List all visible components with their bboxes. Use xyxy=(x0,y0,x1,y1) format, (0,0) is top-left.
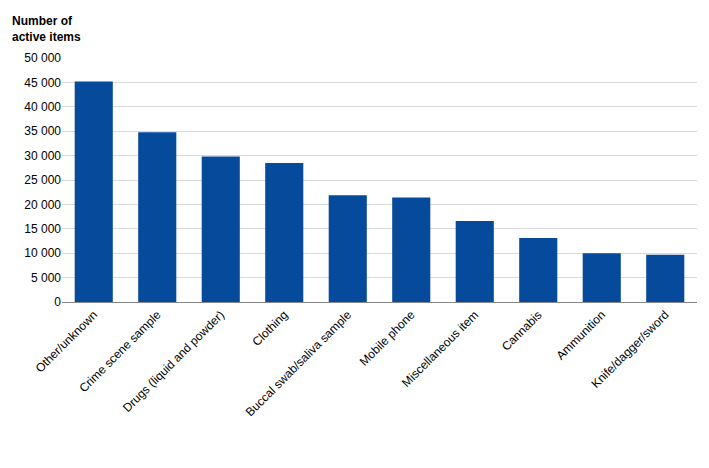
svg-text:Miscellaneous item: Miscellaneous item xyxy=(399,308,481,390)
svg-text:0: 0 xyxy=(54,295,61,309)
svg-text:20 000: 20 000 xyxy=(24,198,61,212)
svg-text:Mobile phone: Mobile phone xyxy=(357,308,418,369)
svg-text:10 000: 10 000 xyxy=(24,246,61,260)
svg-text:Other/unknown: Other/unknown xyxy=(33,308,100,375)
svg-text:40 000: 40 000 xyxy=(24,100,61,114)
svg-text:Ammunition: Ammunition xyxy=(553,308,608,363)
svg-text:25 000: 25 000 xyxy=(24,173,61,187)
svg-text:Clothing: Clothing xyxy=(250,308,291,349)
svg-text:Buccal swab/saliva sample: Buccal swab/saliva sample xyxy=(243,308,355,420)
svg-text:Number ofactive items: Number ofactive items xyxy=(12,14,81,44)
svg-text:Cannabis: Cannabis xyxy=(499,308,545,354)
svg-text:Drugs (liquid and powder): Drugs (liquid and powder) xyxy=(120,308,227,415)
svg-text:5 000: 5 000 xyxy=(31,271,61,285)
svg-text:15 000: 15 000 xyxy=(24,222,61,236)
svg-text:45 000: 45 000 xyxy=(24,76,61,90)
svg-text:50 000: 50 000 xyxy=(24,51,61,65)
svg-text:Crime scene sample: Crime scene sample xyxy=(76,308,163,395)
svg-text:Knife/dagger/sword: Knife/dagger/sword xyxy=(589,308,672,391)
svg-text:30 000: 30 000 xyxy=(24,149,61,163)
svg-text:35 000: 35 000 xyxy=(24,124,61,138)
